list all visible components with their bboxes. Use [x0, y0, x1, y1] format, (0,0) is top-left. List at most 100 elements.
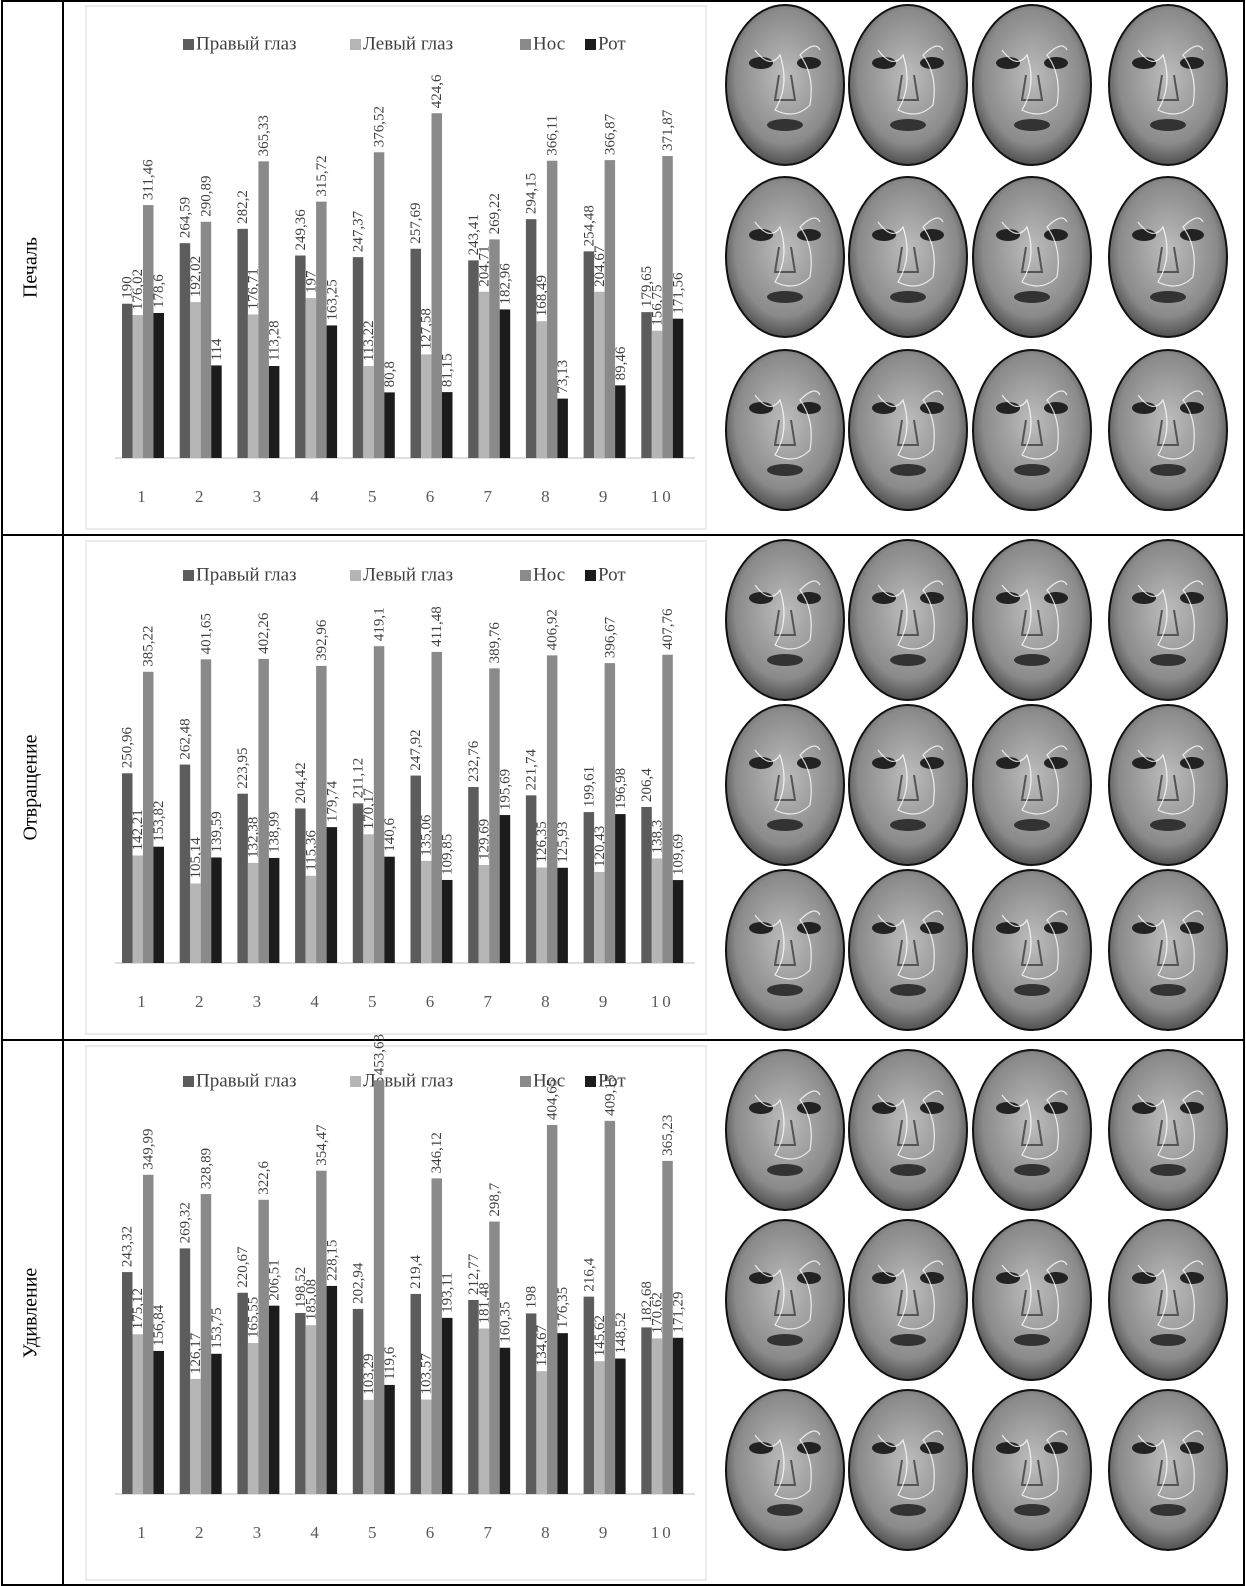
face-mouth: [1150, 291, 1186, 303]
x-tick-label: 9: [599, 992, 611, 1011]
face-eye: [1180, 922, 1204, 934]
bar: [421, 354, 432, 458]
bar: [269, 1306, 280, 1494]
data-label: 89,46: [613, 346, 629, 380]
data-label: 220,67: [235, 1246, 251, 1288]
face-mouth: [890, 119, 926, 131]
legend-swatch: [585, 39, 596, 50]
face-eye: [1180, 1102, 1204, 1114]
bar: [133, 855, 144, 963]
face-image: [1109, 1220, 1227, 1380]
bar: [211, 1354, 222, 1494]
face-eye: [996, 1442, 1020, 1454]
face-outline: [849, 5, 967, 165]
x-tick-label: 9: [599, 487, 611, 506]
face-eye: [920, 1102, 944, 1114]
face-mouth: [1150, 654, 1186, 666]
face-eye: [1044, 402, 1068, 414]
face-outline: [726, 177, 844, 337]
data-label: 202,94: [350, 1262, 366, 1304]
face-eye: [1132, 57, 1156, 69]
face-image: [1109, 1390, 1227, 1550]
legend-swatch: [520, 39, 531, 50]
face-eye: [797, 1272, 821, 1284]
bar: [547, 655, 558, 963]
data-label: 182,96: [497, 263, 513, 305]
data-label: 365,33: [256, 115, 272, 156]
bar: [363, 366, 374, 458]
face-eye: [996, 57, 1020, 69]
face-eye: [749, 57, 773, 69]
face-mouth: [767, 984, 803, 996]
face-eye: [920, 1442, 944, 1454]
face-outline: [849, 1050, 967, 1210]
data-label: 401,65: [198, 613, 214, 654]
face-outline: [973, 1390, 1091, 1550]
bar: [306, 1325, 317, 1494]
x-tick-label: 9: [599, 1523, 611, 1542]
data-label: 206,51: [267, 1259, 283, 1300]
data-label: 282,2: [235, 190, 251, 224]
data-label: 366,11: [545, 115, 561, 156]
face-eye: [920, 402, 944, 414]
data-label: 138,99: [267, 812, 283, 853]
x-tick-label: 8: [541, 992, 553, 1011]
bar: [442, 880, 453, 963]
x-tick-label: 10: [651, 1523, 674, 1542]
data-label: 396,67: [602, 616, 618, 658]
face-eye: [1044, 1272, 1068, 1284]
face-mouth: [1014, 819, 1050, 831]
face-eye: [1180, 57, 1204, 69]
face-outline: [849, 705, 967, 865]
bar: [557, 1333, 568, 1494]
face-eye: [797, 229, 821, 241]
data-label: 160,35: [497, 1302, 513, 1343]
x-tick-label: 5: [368, 992, 380, 1011]
face-eye: [872, 229, 896, 241]
bar: [605, 160, 616, 458]
data-label: 371,87: [660, 109, 676, 151]
legend-swatch: [350, 570, 361, 581]
legend-label: Нос: [533, 33, 565, 54]
legend-label: Нос: [533, 564, 565, 585]
x-tick-label: 1: [137, 992, 149, 1011]
bar: [605, 1121, 616, 1494]
data-label: 269,32: [177, 1202, 193, 1243]
x-tick-label: 4: [310, 487, 322, 506]
bar: [190, 884, 201, 963]
bar: [547, 161, 558, 458]
x-tick-label: 10: [651, 487, 674, 506]
data-label: 262,48: [177, 718, 193, 759]
bar: [384, 857, 395, 963]
face-eye: [996, 757, 1020, 769]
face-image: [726, 1390, 844, 1550]
face-image: [726, 350, 844, 510]
data-label: 354,47: [314, 1124, 330, 1166]
face-outline: [973, 705, 1091, 865]
x-tick-label: 2: [195, 992, 207, 1011]
bar: [489, 668, 500, 963]
data-label: 376,52: [371, 106, 387, 147]
face-outline: [1109, 870, 1227, 1030]
bar: [615, 385, 626, 458]
face-image: [1109, 540, 1227, 700]
data-label: 81,15: [440, 353, 456, 387]
face-mouth: [1150, 819, 1186, 831]
face-mouth: [1150, 1334, 1186, 1346]
bar: [421, 861, 432, 963]
face-eye: [1180, 757, 1204, 769]
bar: [248, 863, 259, 963]
face-image: [849, 1220, 967, 1380]
data-label: 389,76: [487, 622, 503, 664]
bar: [316, 1171, 327, 1494]
bar: [211, 857, 222, 963]
face-image: [726, 1220, 844, 1380]
face-outline: [726, 540, 844, 700]
face-image: [849, 5, 967, 165]
legend-swatch: [350, 39, 361, 50]
face-eye: [996, 1272, 1020, 1284]
face-eye: [797, 757, 821, 769]
face-eye: [1044, 1102, 1068, 1114]
face-mouth: [890, 1334, 926, 1346]
face-eye: [996, 402, 1020, 414]
